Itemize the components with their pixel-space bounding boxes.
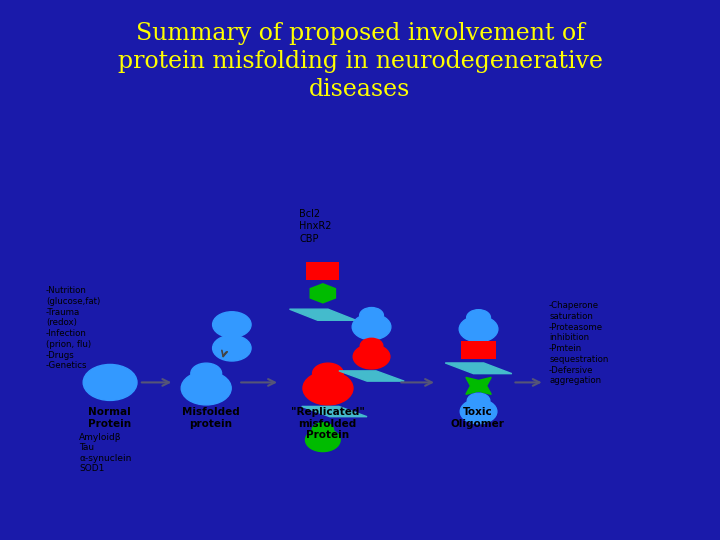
Circle shape bbox=[212, 312, 251, 338]
Circle shape bbox=[312, 423, 333, 437]
Text: -Chaperone
saturation
-Proteasome
inhibition
-Pmtein
sequestration
-Defersive
ag: -Chaperone saturation -Proteasome inhibi… bbox=[549, 301, 608, 385]
Circle shape bbox=[312, 363, 343, 384]
Circle shape bbox=[212, 335, 251, 361]
Text: -Nutrition
(glucose,fat)
-Trauma
(redox)
-Infection
(prion, flu)
-Drugs
-Genetic: -Nutrition (glucose,fat) -Trauma (redox)… bbox=[46, 286, 100, 370]
Text: "Replicated"
misfolded
Protein: "Replicated" misfolded Protein bbox=[291, 407, 364, 441]
Circle shape bbox=[360, 338, 383, 353]
Polygon shape bbox=[289, 309, 356, 320]
Text: Misfolded
protein: Misfolded protein bbox=[182, 407, 240, 429]
Text: Bcl2
HnxR2
CBP: Bcl2 HnxR2 CBP bbox=[299, 209, 332, 244]
Polygon shape bbox=[466, 377, 491, 394]
Bar bbox=[461, 341, 496, 359]
Circle shape bbox=[467, 393, 490, 408]
Circle shape bbox=[84, 364, 137, 401]
Text: Toxic
Oligomer: Toxic Oligomer bbox=[451, 407, 505, 429]
Circle shape bbox=[459, 316, 498, 342]
Bar bbox=[306, 262, 340, 280]
Polygon shape bbox=[302, 407, 367, 417]
Circle shape bbox=[352, 314, 391, 340]
Circle shape bbox=[191, 363, 222, 384]
Circle shape bbox=[467, 309, 490, 326]
Circle shape bbox=[354, 345, 390, 369]
Polygon shape bbox=[445, 363, 512, 374]
Circle shape bbox=[360, 308, 384, 323]
Text: Summary of proposed involvement of
protein misfolding in neurodegenerative
disea: Summary of proposed involvement of prote… bbox=[117, 22, 603, 102]
Polygon shape bbox=[339, 371, 404, 381]
Circle shape bbox=[305, 428, 340, 451]
Circle shape bbox=[460, 399, 497, 424]
Circle shape bbox=[181, 372, 231, 405]
Text: Normal
Protein: Normal Protein bbox=[88, 407, 131, 429]
Text: Amyloidβ
Tau
α-synuclein
SOD1: Amyloidβ Tau α-synuclein SOD1 bbox=[79, 433, 132, 473]
Circle shape bbox=[303, 372, 353, 405]
